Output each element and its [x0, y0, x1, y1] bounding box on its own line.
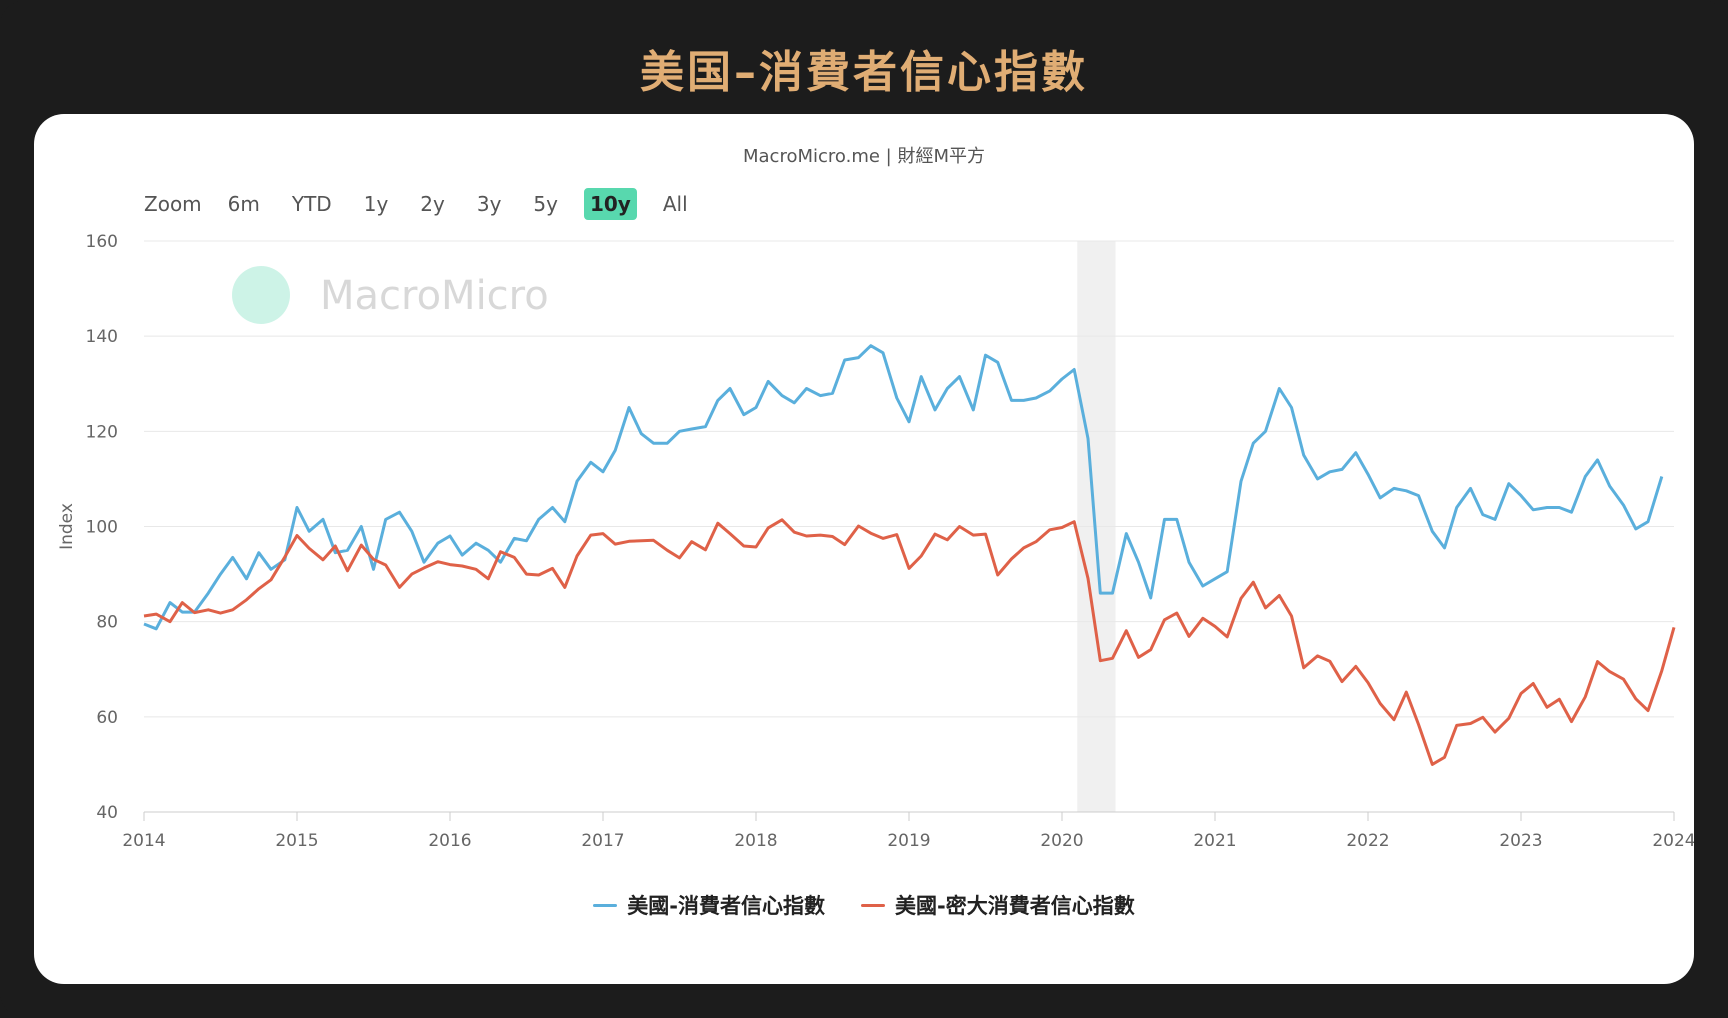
range-button-5y[interactable]: 5y — [533, 192, 558, 216]
range-button-all[interactable]: All — [662, 192, 688, 216]
range-button-ytd[interactable]: YTD — [291, 192, 332, 216]
y-tick-label: 120 — [86, 422, 118, 442]
x-tick-label: 2016 — [428, 831, 471, 851]
page-title: 美国–消費者信心指數 — [640, 47, 1088, 98]
line-chart: MacroMicro 40 60 80 100 120 140 160 2014 2015 2016… — [57, 232, 1694, 851]
legend-line-icon — [861, 903, 885, 907]
y-axis-label: Index — [57, 503, 77, 550]
watermark-logo-icon — [232, 266, 290, 324]
x-tick-label: 2021 — [1193, 831, 1236, 851]
legend-item-series-1[interactable]: 美國-消費者信心指數 — [593, 890, 825, 920]
series-line-1[interactable] — [143, 344, 1664, 631]
zoom-label: Zoom — [144, 192, 202, 216]
x-tick-label: 2017 — [581, 831, 624, 851]
range-button-1y[interactable]: 1y — [363, 192, 389, 216]
x-tick-label: 2015 — [275, 831, 318, 851]
range-button-3y[interactable]: 3y — [476, 192, 502, 216]
range-selector: Zoom 6m YTD 1y 2y 3y 5y 10y All — [144, 186, 714, 222]
x-tick-label: 2023 — [1499, 831, 1542, 851]
y-tick-label: 100 — [86, 518, 118, 538]
x-tick-label: 2024 — [1652, 831, 1694, 851]
x-tick-label: 2022 — [1346, 831, 1389, 851]
y-tick-label: 40 — [96, 803, 118, 823]
legend-label: 美國-消費者信心指數 — [627, 894, 825, 918]
y-tick-label: 60 — [96, 708, 118, 728]
y-tick-label: 140 — [86, 327, 118, 347]
chart-credits[interactable]: MacroMicro.me | 財經M平方 — [743, 146, 985, 167]
y-tick-label: 80 — [96, 613, 118, 633]
range-button-2y[interactable]: 2y — [420, 192, 445, 216]
chart-card: MacroMicro.me | 財經M平方 Zoom 6m YTD 1y 2y 3y 5y… — [34, 114, 1694, 984]
x-tick-label: 2019 — [887, 831, 930, 851]
watermark-text: MacroMicro — [320, 273, 549, 319]
x-tick-label: 2014 — [122, 831, 165, 851]
range-button-6m[interactable]: 6m — [227, 192, 260, 216]
legend-line-icon — [593, 903, 618, 907]
series-line-2[interactable] — [143, 518, 1676, 766]
x-tick-label: 2020 — [1040, 831, 1083, 851]
legend-item-series-2[interactable]: 美國-密大消費者信心指數 — [861, 890, 1135, 920]
chart-legend: 美國-消費者信心指數 美國-密大消費者信心指數 — [34, 890, 1694, 920]
x-tick-label: 2018 — [734, 831, 777, 851]
legend-label: 美國-密大消費者信心指數 — [895, 894, 1135, 918]
y-tick-label: 160 — [86, 232, 118, 252]
range-button-10y[interactable]: 10y — [583, 188, 637, 220]
